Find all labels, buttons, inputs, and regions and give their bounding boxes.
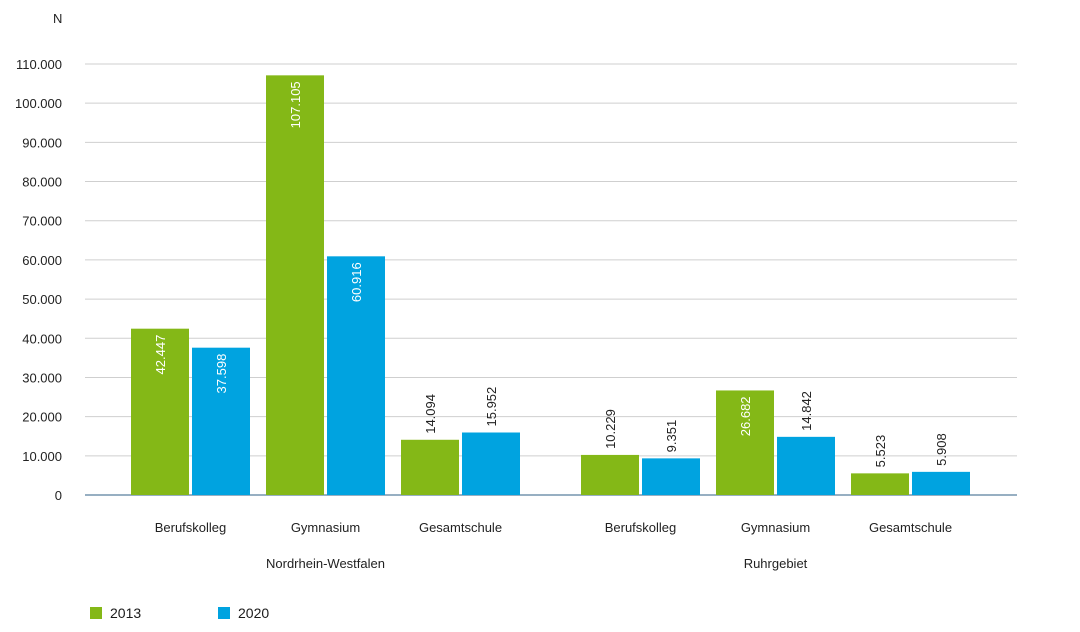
bar-value-label: 37.598 — [214, 354, 229, 394]
y-tick-label: 40.000 — [22, 331, 62, 346]
category-label: Gymnasium — [741, 520, 810, 535]
y-tick-label: 100.000 — [15, 96, 62, 111]
bar-2013 — [716, 390, 774, 495]
y-tick-label: 60.000 — [22, 253, 62, 268]
bar-value-label: 14.842 — [799, 391, 814, 431]
bar-2020 — [327, 256, 385, 495]
legend-label-2013: 2013 — [110, 605, 142, 621]
y-axis-label: N — [53, 11, 62, 26]
bar-value-label: 60.916 — [349, 262, 364, 302]
bar-value-label: 107.105 — [288, 81, 303, 128]
bar-2013 — [401, 439, 459, 495]
bar-2020 — [912, 471, 970, 495]
y-tick-label: 50.000 — [22, 292, 62, 307]
legend-item-2020: 2020 — [218, 605, 346, 621]
bar-2013 — [266, 75, 324, 495]
bar-value-label: 14.094 — [423, 394, 438, 434]
bar-2013 — [131, 328, 189, 495]
bar-2020 — [642, 458, 700, 495]
legend: 2013 2020 — [90, 605, 346, 621]
category-label: Gesamtschule — [869, 520, 952, 535]
y-tick-label: 90.000 — [22, 135, 62, 150]
y-tick-label: 30.000 — [22, 370, 62, 385]
legend-swatch-2020 — [218, 607, 230, 619]
bar-value-label: 9.351 — [664, 420, 679, 453]
bar-value-label: 42.447 — [153, 335, 168, 375]
y-tick-label: 0 — [55, 488, 62, 503]
bar-value-label: 5.523 — [873, 435, 888, 468]
y-tick-label: 10.000 — [22, 449, 62, 464]
y-tick-label: 110.000 — [16, 57, 62, 72]
bar-2013 — [581, 454, 639, 495]
legend-swatch-2013 — [90, 607, 102, 619]
legend-label-2020: 2020 — [238, 605, 270, 621]
category-label: Gymnasium — [291, 520, 360, 535]
legend-item-2013: 2013 — [90, 605, 218, 621]
chart-canvas: N 0 10.000 20.000 30.000 40.000 50.000 60.000 70… — [15, 11, 1017, 571]
bar-value-label: 26.682 — [738, 396, 753, 436]
group-label: Ruhrgebiet — [744, 556, 808, 571]
bar-2013 — [851, 473, 909, 495]
category-label: Gesamtschule — [419, 520, 502, 535]
category-label: Berufskolleg — [155, 520, 227, 535]
category-label: Berufskolleg — [605, 520, 677, 535]
y-tick-label: 20.000 — [22, 410, 62, 425]
bar-2020 — [462, 432, 520, 495]
bar-value-label: 15.952 — [484, 387, 499, 427]
bar-2020 — [777, 436, 835, 495]
bar-value-label: 5.908 — [934, 433, 949, 466]
bar-2020 — [192, 347, 250, 495]
bar-value-label: 10.229 — [603, 409, 618, 449]
y-tick-label: 80.000 — [22, 175, 62, 190]
y-tick-label: 70.000 — [22, 214, 62, 229]
group-label: Nordrhein-Westfalen — [266, 556, 385, 571]
